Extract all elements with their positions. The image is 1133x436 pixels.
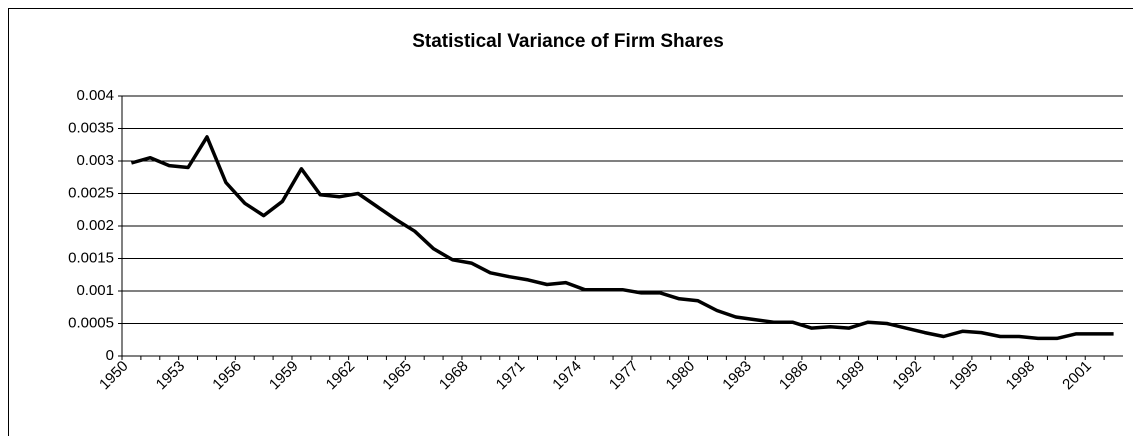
x-tick-label: 1971 [493,358,529,394]
chart-border [8,8,1133,436]
x-tick-label: 1962 [323,358,359,394]
x-tick-label: 1950 [96,358,132,394]
x-tick-label: 1995 [946,358,982,394]
y-tick-label: 0 [106,347,114,364]
y-tick-label: 0.0005 [68,314,114,331]
y-tick-label: 0.0035 [68,119,114,136]
x-tick-label: 1965 [379,358,415,394]
x-tick-label: 1974 [549,358,585,394]
y-tick-label: 0.001 [76,282,114,299]
x-tick-label: 1968 [436,358,472,394]
y-tick-label: 0.0015 [68,249,114,266]
y-tick-label: 0.002 [76,217,114,234]
x-tick-label: 1989 [833,358,869,394]
y-tick-label: 0.004 [76,87,114,104]
x-tick-label: 1998 [1003,358,1039,394]
x-tick-label: 1953 [153,358,189,394]
x-tick-label: 1959 [266,358,302,394]
x-tick-label: 1983 [719,358,755,394]
line [130,135,1114,341]
y-tick-label: 0.003 [76,152,114,169]
x-tick-label: 1956 [209,358,245,394]
y-tick-label: 0.0025 [68,184,114,201]
x-tick-label: 2001 [1059,358,1095,394]
chart-title: Statistical Variance of Firm Shares [412,31,724,52]
x-tick-label: 1977 [606,358,642,394]
x-tick-label: 1980 [663,358,699,394]
x-tick-label: 1986 [776,358,812,394]
x-tick-label: 1992 [889,358,925,394]
